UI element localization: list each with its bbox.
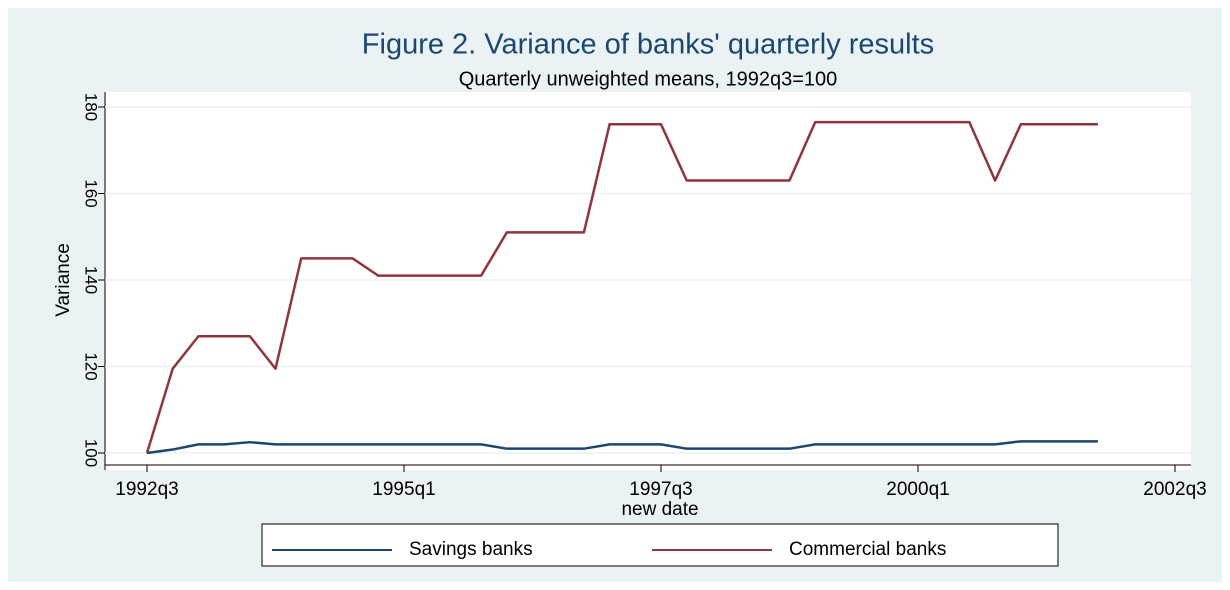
y-tick-label: 120 [82,352,101,380]
y-axis-label: Variance [53,243,74,317]
x-tick-label: 2002q3 [1143,479,1206,500]
legend-label: Commercial banks [789,539,946,560]
chart-subtitle: Quarterly unweighted means, 1992q3=100 [459,68,838,90]
x-tick-label: 1992q3 [115,479,178,500]
series-line [146,440,1098,455]
x-tick-label: 1995q1 [372,479,435,500]
x-tick-label: 2000q1 [886,479,949,500]
y-tick-label: 180 [82,93,101,121]
plot-area [105,92,1191,470]
x-axis-label: new date [621,499,698,520]
y-tick-label: 160 [82,179,101,207]
legend-box [261,523,1059,567]
series-line [145,120,1098,454]
legend-label: Savings banks [409,539,533,560]
y-tick-label: 140 [82,266,101,294]
y-tick-label: 100 [82,439,101,467]
x-tick-label: 1997q3 [629,479,692,500]
chart-title: Figure 2. Variance of banks' quarterly r… [362,29,934,61]
